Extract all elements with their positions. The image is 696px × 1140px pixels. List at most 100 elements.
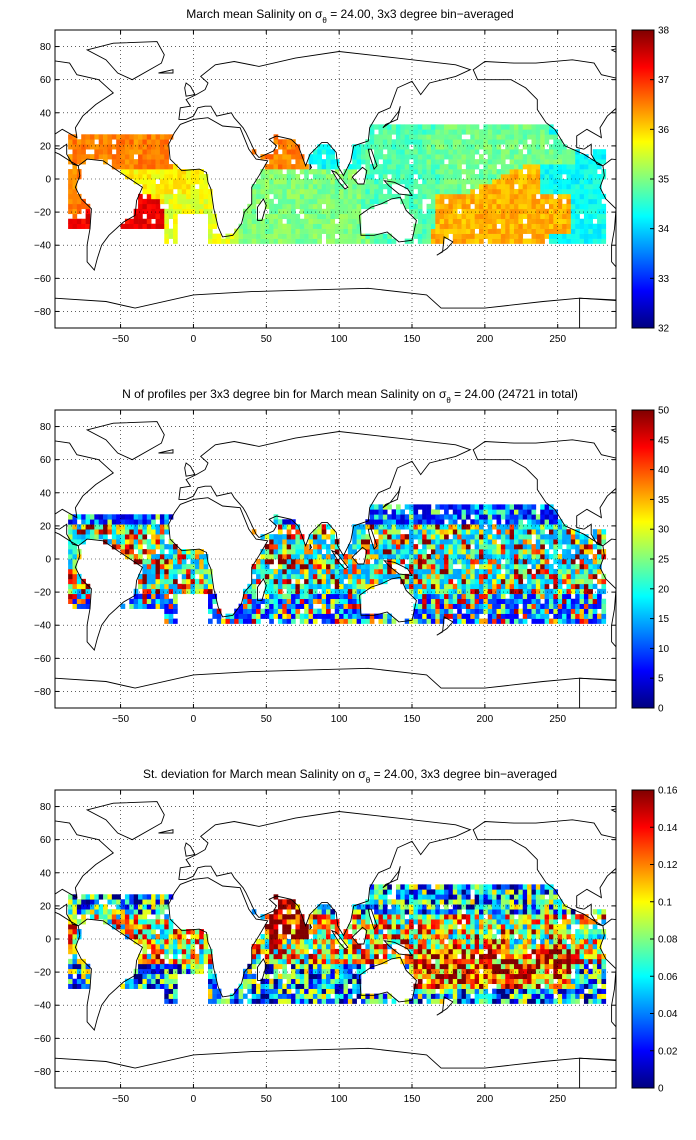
heatmap-cell <box>347 618 353 624</box>
heatmap-cell <box>282 208 287 215</box>
coastline-segment <box>683 70 696 73</box>
heatmap-cell <box>382 139 388 145</box>
heatmap-cell <box>461 208 467 215</box>
heatmap-cell <box>164 914 169 920</box>
heatmap-cell <box>579 544 585 550</box>
heatmap-cell <box>194 568 200 575</box>
heatmap-cell <box>347 169 353 175</box>
heatmap-cell <box>151 144 156 150</box>
heatmap-cell <box>352 149 357 155</box>
heatmap-cell <box>566 188 572 195</box>
heatmap-cell <box>361 154 366 160</box>
heatmap-cell <box>557 198 563 205</box>
heatmap-cell <box>592 573 598 580</box>
heatmap-cell <box>479 208 484 215</box>
heatmap-cell <box>583 164 589 170</box>
heatmap-cell <box>461 183 467 190</box>
heatmap-cell <box>378 124 384 130</box>
heatmap-cell <box>378 534 384 540</box>
heatmap-cell <box>107 144 113 150</box>
heatmap-cell <box>138 218 143 224</box>
heatmap-cell <box>588 613 593 619</box>
heatmap-cell <box>291 174 296 180</box>
heatmap-cell <box>347 223 353 229</box>
heatmap-cell <box>509 188 515 195</box>
heatmap-cell <box>361 968 366 975</box>
heatmap-cell <box>273 953 279 960</box>
heatmap-cell <box>133 149 139 155</box>
heatmap-cell <box>151 583 156 590</box>
heatmap-cell <box>374 183 379 190</box>
heatmap-cell <box>479 554 484 560</box>
heatmap-cell <box>76 223 82 229</box>
heatmap-cell <box>583 603 589 609</box>
heatmap-cell <box>177 554 183 560</box>
heatmap-cell <box>575 159 580 165</box>
heatmap-cell <box>68 519 73 525</box>
heatmap-cell <box>173 233 178 239</box>
heatmap-cell <box>566 183 572 190</box>
coastline-segment <box>599 538 616 648</box>
heatmap-cell <box>500 544 506 550</box>
heatmap-cell <box>159 963 165 970</box>
heatmap-cell <box>505 154 510 160</box>
heatmap-cell <box>164 544 169 550</box>
heatmap-cell <box>273 159 279 165</box>
heatmap-cell <box>409 578 414 585</box>
heatmap-cell <box>579 598 585 604</box>
heatmap-cell <box>457 568 462 575</box>
heatmap-cell <box>164 968 169 975</box>
heatmap-cell <box>264 188 270 195</box>
heatmap-cell <box>343 573 349 580</box>
heatmap-cell <box>601 159 607 165</box>
heatmap-cell <box>238 233 244 239</box>
heatmap-cell <box>208 223 213 229</box>
heatmap-cell <box>369 193 375 200</box>
heatmap-cell <box>514 529 519 535</box>
heatmap-cell <box>422 514 427 520</box>
heatmap-cell <box>317 238 322 244</box>
heatmap-cell <box>238 613 244 619</box>
heatmap-cell <box>465 223 471 229</box>
heatmap-cell <box>479 519 484 525</box>
heatmap-cell <box>190 174 196 180</box>
heatmap-cell <box>356 924 362 930</box>
heatmap-cell <box>452 598 458 604</box>
heatmap-cell <box>326 568 331 575</box>
heatmap-cell <box>89 154 95 160</box>
heatmap-cell <box>483 554 489 560</box>
heatmap-cell <box>553 613 559 619</box>
heatmap-cell <box>164 233 169 239</box>
heatmap-cell <box>94 519 100 525</box>
heatmap-cell <box>242 983 248 989</box>
heatmap-cell <box>120 603 126 609</box>
heatmap-cell <box>225 998 231 1004</box>
heatmap-cell <box>496 563 502 570</box>
heatmap-cell <box>282 534 287 540</box>
heatmap-cell <box>190 573 196 580</box>
heatmap-cell <box>514 134 519 140</box>
heatmap-cell <box>483 179 489 185</box>
heatmap-cell <box>199 934 204 940</box>
heatmap-cell <box>186 169 191 175</box>
heatmap-cell <box>103 904 108 910</box>
heatmap-cell <box>76 588 82 595</box>
heatmap-cell <box>343 218 349 224</box>
heatmap-cell <box>347 208 353 215</box>
heatmap-cell <box>68 554 73 560</box>
heatmap-cell <box>155 963 161 970</box>
heatmap-cell <box>352 228 357 234</box>
heatmap-cell <box>321 174 327 180</box>
heatmap-cell <box>531 129 537 135</box>
heatmap-cell <box>85 213 91 220</box>
heatmap-cell <box>238 228 244 234</box>
heatmap-cell <box>575 539 580 545</box>
heatmap-cell <box>509 228 515 234</box>
heatmap-cell <box>465 593 471 600</box>
heatmap-cell <box>430 559 436 565</box>
heatmap-cell <box>461 563 467 570</box>
heatmap-cell <box>159 968 165 975</box>
heatmap-cell <box>168 169 174 175</box>
heatmap-cell <box>282 549 287 555</box>
heatmap-cell <box>575 164 580 170</box>
